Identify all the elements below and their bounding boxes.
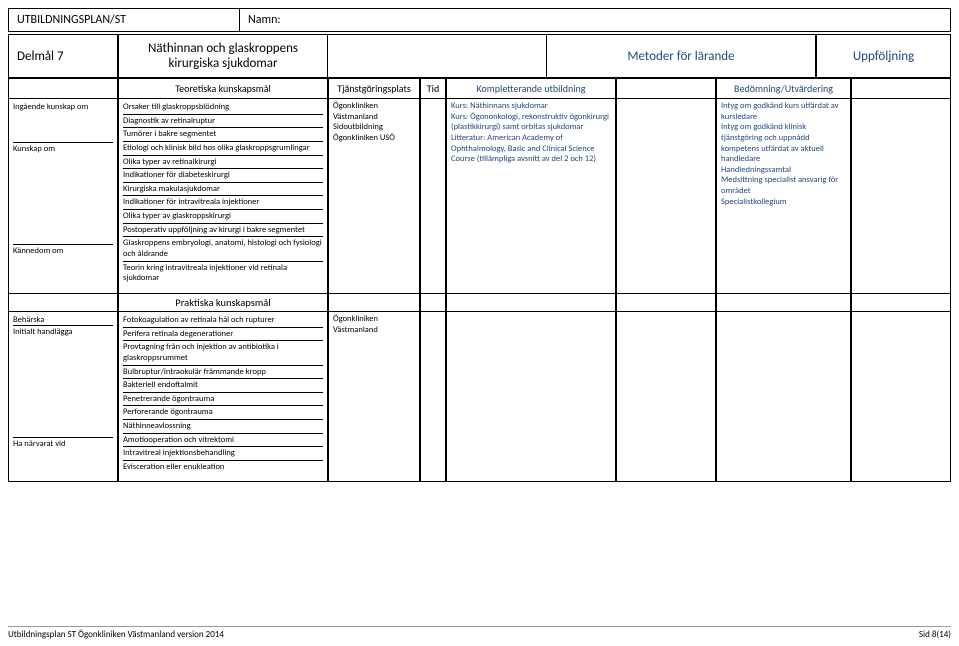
section2-empty2	[851, 312, 951, 482]
column-headers: Teoretiska kunskapsmål Tjänstgöringsplat…	[8, 78, 951, 99]
table-row: Perifera retinala degenerationer	[123, 328, 323, 342]
praktiska-blank1	[8, 294, 118, 312]
section1-empty1	[616, 99, 716, 294]
spacer-cell	[328, 34, 546, 78]
table-row: Intravitreal injektionsbehandling	[123, 447, 323, 461]
section2-row: BehärskaInitialt handläggaHa närvarat vi…	[8, 312, 951, 482]
section1-topics: Orsaker till glaskroppsblödningDiagnosti…	[118, 99, 328, 294]
section2-empty1	[616, 312, 716, 482]
metoder-cell: Metoder för lärande	[546, 34, 816, 78]
section1-leftheads: Ingående kunskap omKunskap omKännedom om	[8, 99, 118, 294]
footer-right: Sid 8(14)	[919, 629, 951, 640]
text-line: Kurs: Ögononkologi, rekonstruktiv ögonki…	[451, 112, 611, 133]
uppfoljning-cell: Uppföljning	[816, 34, 951, 78]
text-line: Specialistkollegium	[721, 197, 846, 208]
text-line: Medsittning specialist ansvarig för områ…	[721, 175, 846, 196]
table-row: Bakteriell endoftalmit	[123, 379, 323, 393]
table-row: Olika typer av retinalkirurgi	[123, 156, 323, 170]
praktiska-blank7	[716, 294, 851, 312]
section1-bedom: Intyg om godkänd kurs utfärdat av kursle…	[716, 99, 851, 294]
table-row: Diagnostik av retinalruptur	[123, 115, 323, 129]
text-line: Sidoutbildning Ögonkliniken USÖ	[333, 122, 415, 143]
praktiska-blank6	[616, 294, 716, 312]
text-line: Litteratur: American Academy of Ophthalm…	[451, 133, 611, 165]
row-group-header: Kunskap om	[13, 143, 113, 245]
table-row: Indikationer för intravitreala injektion…	[123, 196, 323, 210]
section1-tid	[420, 99, 446, 294]
row-group-header: Ha närvarat vid	[13, 438, 113, 479]
row-group-header: Ingående kunskap om	[13, 101, 113, 143]
title-row: Delmål 7 Näthinnan och glaskroppens kiru…	[8, 34, 951, 78]
praktiska-blank8	[851, 294, 951, 312]
table-row: Teorin kring intravitreala injektioner v…	[123, 262, 323, 285]
table-row: Tumörer i bakre segmentet	[123, 128, 323, 142]
colhead-5: Kompletterande utbildning	[446, 78, 616, 99]
table-row: Penetrerande ögontrauma	[123, 393, 323, 407]
footer-left: Utbildningsplan ST Ögonkliniken Västmanl…	[8, 629, 224, 640]
text-line: Ögonkliniken Västmanland	[333, 101, 415, 122]
doc-title: UTBILDNINGSPLAN/ST	[9, 9, 239, 31]
text-line: Intyg om godkänd kurs utfärdat av kursle…	[721, 101, 846, 122]
colhead-8	[851, 78, 951, 99]
section2-kompl	[446, 312, 616, 482]
colhead-1	[8, 78, 118, 99]
table-row: Glaskroppens embryologi, anatomi, histol…	[123, 237, 323, 261]
table-row: Orsaker till glaskroppsblödning	[123, 101, 323, 115]
section2-bedom	[716, 312, 851, 482]
colhead-6	[616, 78, 716, 99]
table-row: Indikationer för diabeteskirurgi	[123, 169, 323, 183]
section1-plats: Ögonkliniken VästmanlandSidoutbildning Ö…	[328, 99, 420, 294]
table-row: Etiologi och klinisk bild hos olika glas…	[123, 142, 323, 156]
praktiska-blank3	[328, 294, 420, 312]
text-line: Intyg om godkänd klinisk tjänstgöring oc…	[721, 122, 846, 165]
table-row: Näthinneavlossning	[123, 420, 323, 434]
row-group-header: Behärska	[13, 314, 113, 326]
praktiska-header-row: Praktiska kunskapsmål	[8, 294, 951, 312]
text-line: Handledningssamtal	[721, 165, 846, 176]
delmal-cell: Delmål 7	[8, 34, 118, 78]
section2-plats: Ögonkliniken Västmanland	[328, 312, 420, 482]
table-row: Amotiooperation och vitrektomi	[123, 434, 323, 448]
table-row: Fotokoagulation av retinala hål och rupt…	[123, 314, 323, 328]
section1-row: Ingående kunskap omKunskap omKännedom om…	[8, 99, 951, 294]
table-row: Bulbruptur/intraokulär främmande kropp	[123, 366, 323, 380]
colhead-2: Teoretiska kunskapsmål	[118, 78, 328, 99]
section2-topics: Fotokoagulation av retinala hål och rupt…	[118, 312, 328, 482]
text-line: Ögonkliniken Västmanland	[333, 314, 415, 335]
page-header: UTBILDNINGSPLAN/ST Namn:	[8, 8, 951, 32]
table-row: Provtagning från och injektion av antibi…	[123, 341, 323, 365]
table-row: Evisceration eller enukleation	[123, 461, 323, 474]
colhead-3: Tjänstgöringsplats	[328, 78, 420, 99]
table-row: Postoperativ uppföljning av kirurgi i ba…	[123, 224, 323, 238]
table-row: Kirurgiska makulasjukdomar	[123, 183, 323, 197]
praktiska-blank4	[420, 294, 446, 312]
section2-tid	[420, 312, 446, 482]
section1-empty2	[851, 99, 951, 294]
name-label: Namn:	[239, 9, 539, 31]
row-group-header: Initialt handlägga	[13, 326, 113, 438]
section1-kompl: Kurs: Näthinnans sjukdomarKurs: Ögononko…	[446, 99, 616, 294]
praktiska-blank5	[446, 294, 616, 312]
table-row: Olika typer av glaskroppskirurgi	[123, 210, 323, 224]
text-line: Kurs: Näthinnans sjukdomar	[451, 101, 611, 112]
praktiska-header: Praktiska kunskapsmål	[118, 294, 328, 312]
table-row: Perforerande ögontrauma	[123, 406, 323, 420]
section2-leftheads: BehärskaInitialt handläggaHa närvarat vi…	[8, 312, 118, 482]
topic-cell: Näthinnan och glaskroppens kirurgiska sj…	[118, 34, 328, 78]
colhead-4: Tid	[420, 78, 446, 99]
row-group-header: Kännedom om	[13, 245, 113, 291]
colhead-7: Bedömning/Utvärdering	[716, 78, 851, 99]
